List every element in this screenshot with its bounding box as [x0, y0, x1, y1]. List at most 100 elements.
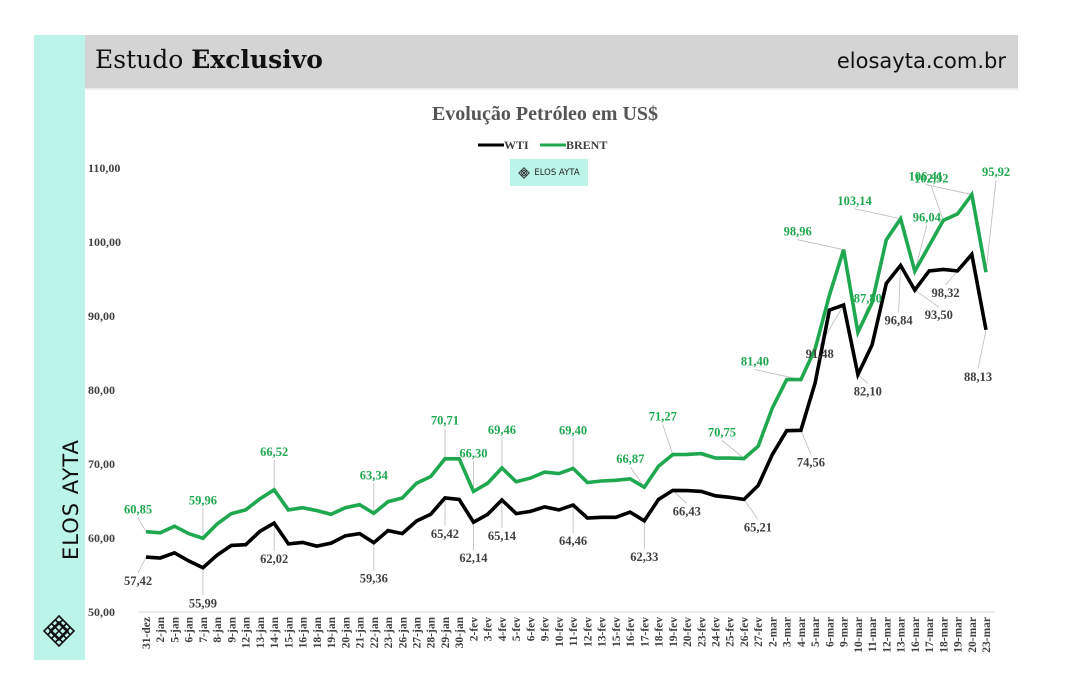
data-label-wti: 65,14 [488, 529, 517, 543]
x-tick-label: 27-jan [412, 616, 424, 648]
x-tick-label: 9-fev [540, 617, 552, 642]
data-label-brent: 98,96 [784, 225, 812, 239]
x-tick-label: 20-jan [340, 616, 352, 648]
label-leader-line [662, 424, 674, 455]
x-tick-label: 3-fev [483, 617, 495, 642]
x-tick-label: 23-fev [696, 617, 708, 647]
data-label-wti: 98,32 [931, 286, 959, 300]
x-tick-label: 26-fev [739, 617, 751, 647]
x-tick-label: 26-jan [397, 616, 409, 648]
x-tick-label: 13-jan [255, 616, 267, 648]
x-tick-label: 29-jan [440, 616, 452, 648]
data-label-wti: 96,84 [885, 313, 914, 327]
data-label-wti: 64,46 [559, 534, 587, 548]
x-tick-label: 25-fev [725, 617, 737, 647]
diamond-lattice-icon [42, 614, 76, 653]
label-leader-line [914, 225, 928, 272]
label-leader-line [743, 499, 759, 520]
x-tick-label: 31-dez [141, 617, 153, 649]
header-title-bold: Exclusivo [191, 45, 323, 74]
watermark-badge: ELOS AYTA [510, 159, 588, 186]
x-tick-label: 15-jan [283, 616, 295, 648]
x-tick-label: 10-mar [853, 617, 865, 653]
data-label-brent: 95,92 [982, 165, 1010, 179]
data-label-brent: 59,96 [189, 493, 217, 507]
x-tick-label: 2-fev [468, 617, 480, 642]
label-leader-line [945, 270, 958, 286]
x-tick-label: 17-fev [639, 617, 651, 647]
label-leader-line [925, 184, 972, 195]
x-tick-label: 4-fev [497, 617, 509, 642]
data-label-brent: 70,75 [708, 425, 736, 439]
data-label-brent: 103,14 [837, 194, 872, 208]
x-tick-label: 4-mar [796, 617, 808, 647]
x-tick-label: 9-mar [839, 617, 851, 647]
x-tick-label: 19-mar [953, 617, 965, 653]
data-label-wti: 59,36 [360, 572, 388, 586]
x-tick-label: 18-mar [938, 617, 950, 653]
data-label-brent: 66,87 [616, 452, 644, 466]
data-label-brent: 69,40 [559, 423, 587, 437]
x-tick-label: 8-jan [212, 616, 224, 642]
x-tick-label: 2-mar [767, 617, 779, 647]
data-label-wti: 93,50 [925, 308, 953, 322]
header-bar: Estudo Exclusivo elosayta.com.br [85, 35, 1018, 90]
label-leader-line [914, 289, 940, 308]
data-label-wti: 55,99 [189, 597, 217, 611]
x-tick-label: 10-fev [554, 617, 566, 647]
x-tick-label: 15-fev [611, 617, 623, 647]
brand-sidebar [34, 35, 85, 660]
x-tick-label: 12-mar [881, 617, 893, 653]
data-label-brent: 70,71 [431, 414, 459, 428]
x-tick-label: 16-mar [910, 617, 922, 653]
x-tick-label: 16-jan [298, 616, 310, 648]
x-tick-label: 11-fev [568, 617, 580, 647]
x-tick-label: 5-jan [169, 616, 181, 642]
x-tick-label: 24-fev [710, 617, 722, 647]
label-leader-line [137, 517, 147, 532]
x-tick-label: 28-jan [426, 616, 438, 648]
site-url[interactable]: elosayta.com.br [836, 49, 1006, 73]
label-leader-line [898, 265, 901, 313]
data-label-brent: 87,80 [854, 291, 882, 305]
y-tick-label: 90,00 [88, 309, 115, 323]
label-leader-line [721, 440, 745, 459]
data-label-brent: 71,27 [649, 410, 677, 424]
x-tick-label: 9-jan [226, 616, 238, 642]
y-tick-label: 100,00 [88, 235, 121, 249]
data-label-wti: 66,43 [673, 504, 701, 518]
data-label-wti: 82,10 [854, 384, 882, 398]
header-title-regular: Estudo [95, 45, 184, 74]
x-tick-label: 5-fev [511, 617, 523, 642]
x-tick-label: 3-mar [782, 617, 794, 647]
y-tick-label: 70,00 [88, 457, 115, 471]
data-label-wti: 65,21 [744, 520, 772, 534]
data-label-wti: 88,13 [964, 370, 992, 384]
label-leader-line [930, 186, 944, 221]
y-tick-label: 60,00 [88, 531, 115, 545]
diamond-lattice-icon [518, 166, 531, 179]
x-tick-label: 18-jan [312, 616, 324, 648]
label-leader-line [137, 556, 147, 574]
x-tick-label: 27-fev [753, 617, 765, 647]
y-tick-label: 110,00 [88, 161, 120, 175]
label-leader-line [854, 208, 901, 220]
data-label-brent: 106,41 [909, 170, 943, 184]
x-tick-label: 5-mar [810, 617, 822, 647]
x-tick-label: 18-fev [654, 617, 666, 647]
x-tick-label: 20-mar [967, 617, 979, 653]
x-tick-label: 14-jan [269, 616, 281, 648]
x-tick-label: 12-jan [241, 616, 253, 648]
x-tick-label: 20-fev [682, 617, 694, 647]
data-label-wti: 62,02 [260, 552, 288, 566]
data-label-wti: 74,56 [797, 455, 825, 469]
y-tick-label: 80,00 [88, 383, 115, 397]
series-line-brent [145, 190, 988, 541]
x-tick-label: 19-fev [668, 617, 680, 647]
label-leader-line [857, 374, 869, 384]
series-line-wti [145, 250, 988, 570]
x-tick-label: 6-mar [824, 617, 836, 647]
header-title: Estudo Exclusivo [95, 45, 323, 74]
x-tick-label: 2-jan [155, 616, 167, 642]
